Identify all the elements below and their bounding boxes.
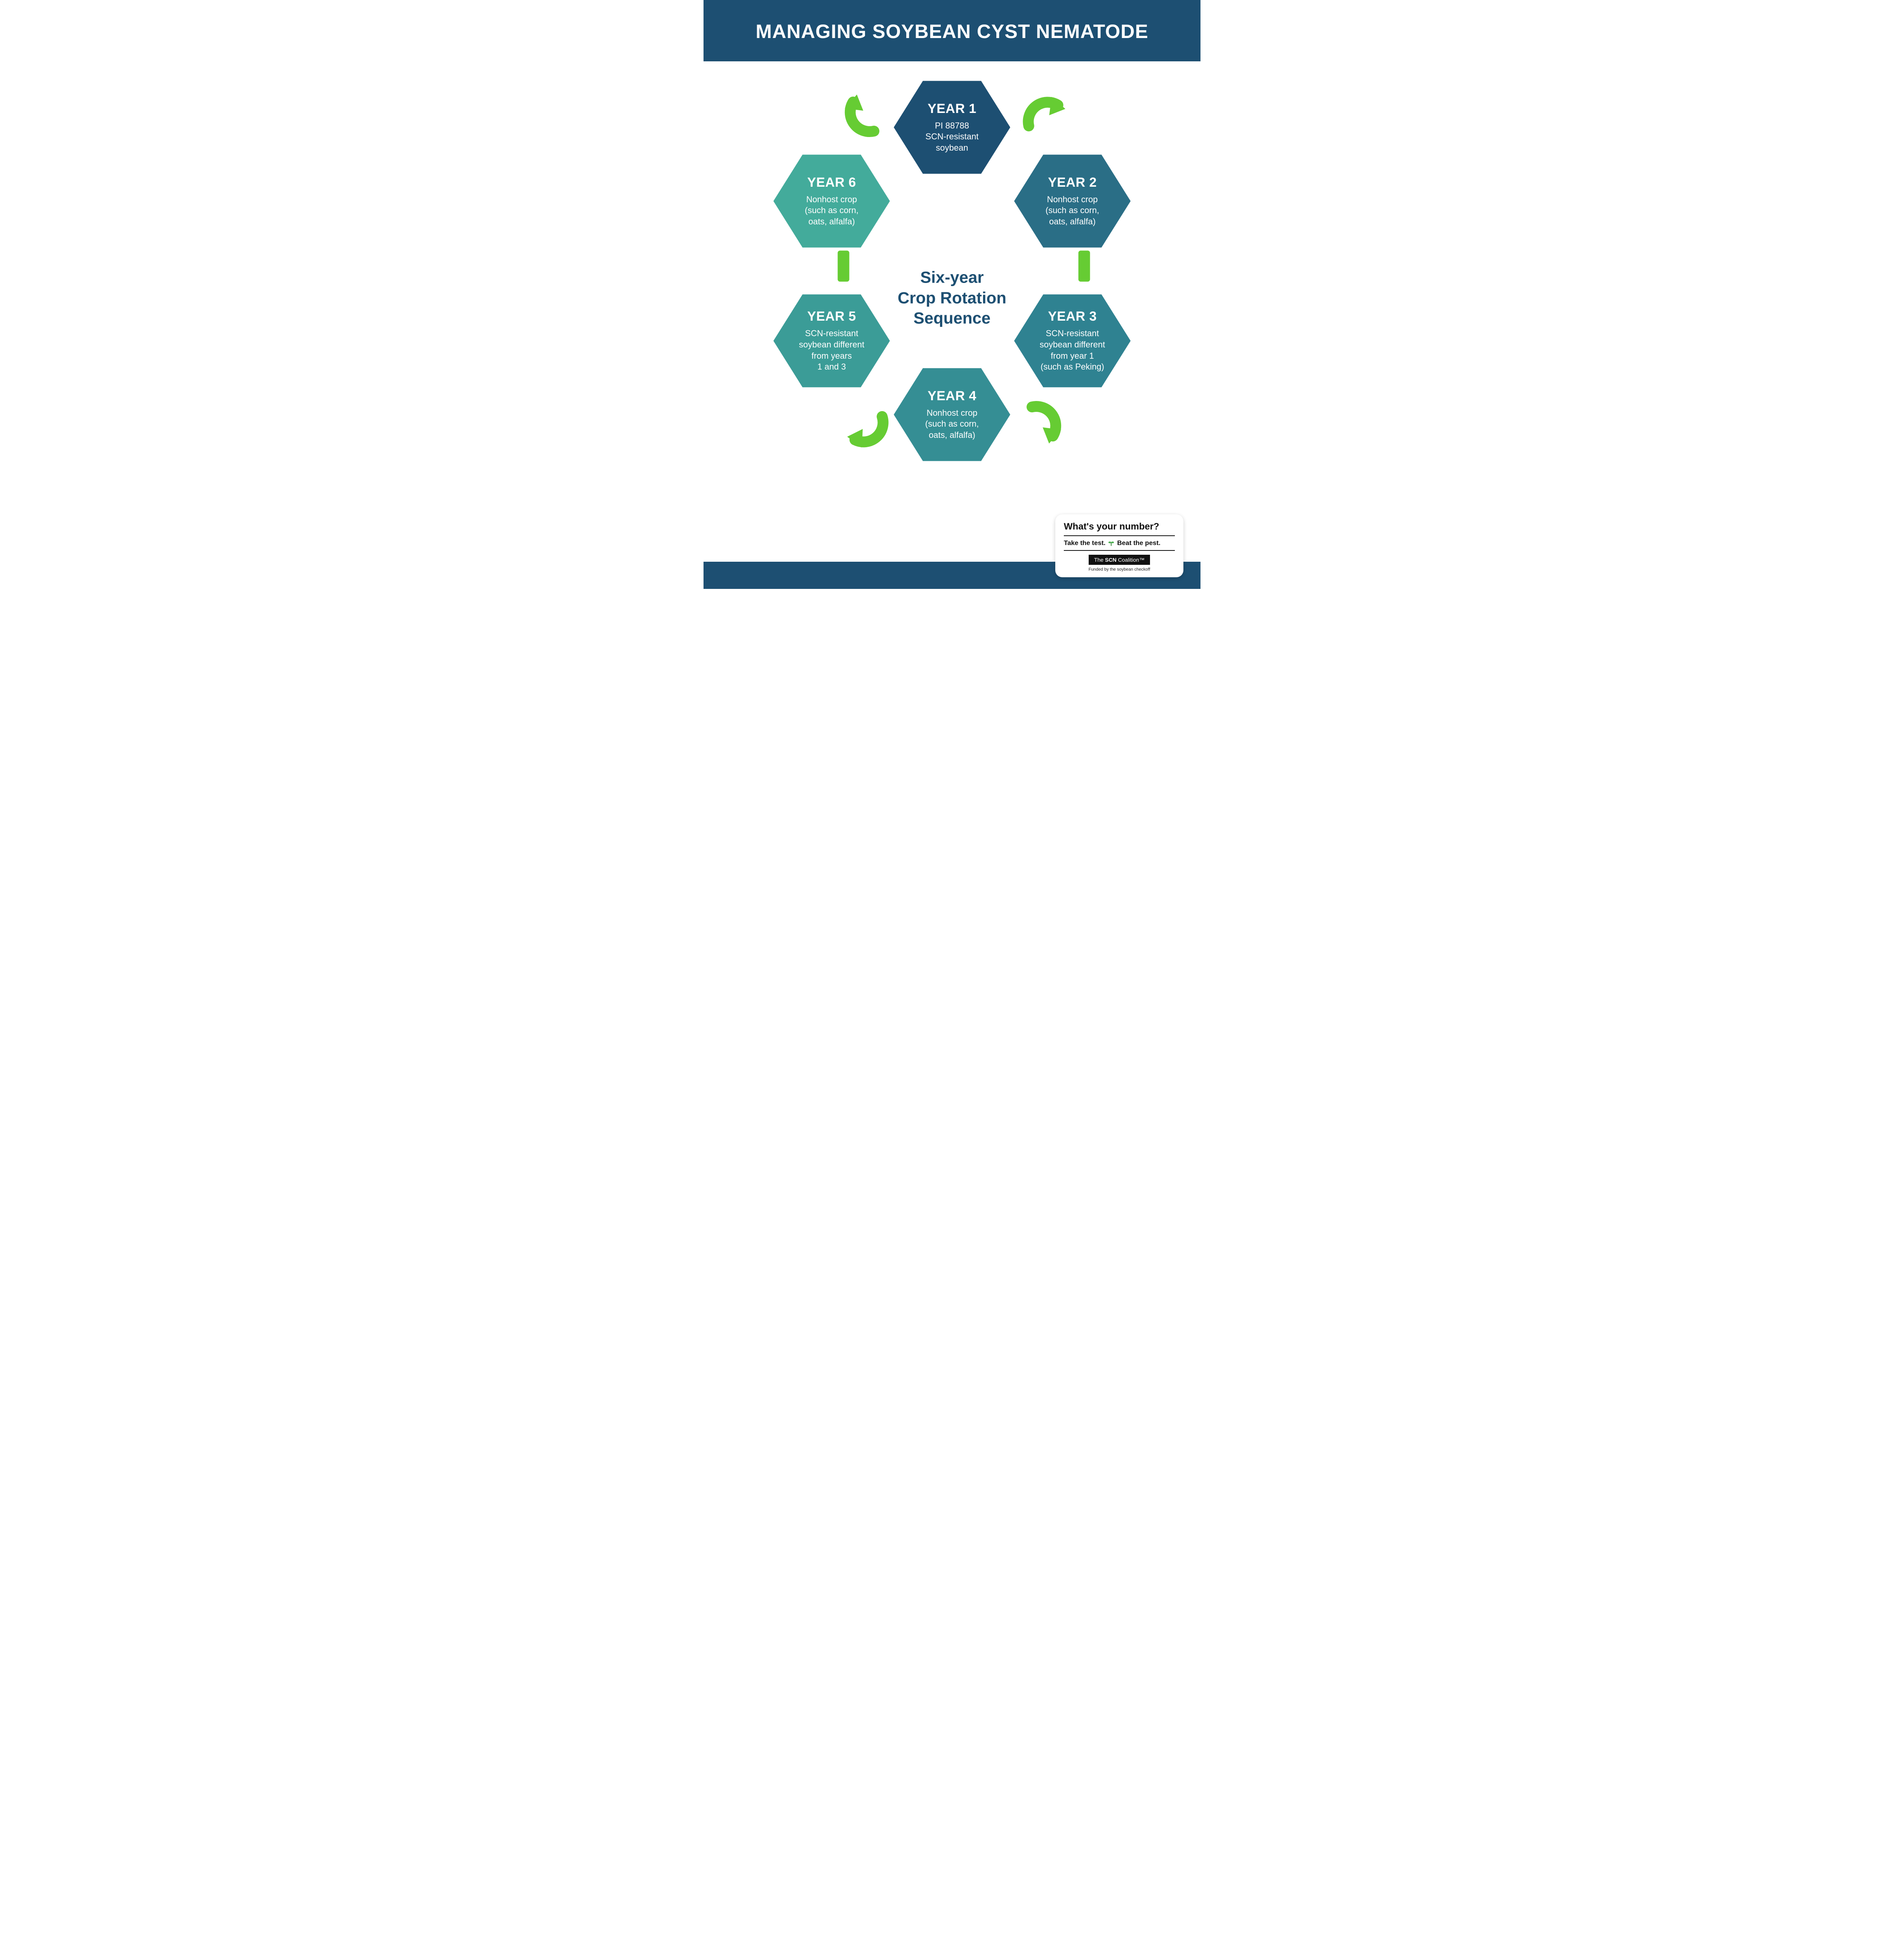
- hex-year-6: YEAR 6 Nonhost crop(such as corn,oats, a…: [773, 151, 890, 252]
- center-line-3: Sequence: [898, 308, 1006, 329]
- hex-year-label: YEAR 2: [1048, 175, 1097, 190]
- infographic-container: MANAGING SOYBEAN CYST NEMATODE Six-year …: [704, 0, 1200, 589]
- hex-desc: SCN-resistantsoybean differentfrom year …: [1040, 328, 1105, 372]
- hex-desc: Nonhost crop(such as corn,oats, alfalfa): [925, 408, 979, 441]
- page-title: MANAGING SOYBEAN CYST NEMATODE: [704, 20, 1200, 43]
- arrow-6-1: [839, 89, 891, 140]
- hex-year-4: YEAR 4 Nonhost crop(such as corn,oats, a…: [894, 364, 1010, 465]
- arrow-3-4: [1015, 398, 1068, 448]
- hex-year-label: YEAR 1: [928, 101, 976, 116]
- curve-arrow-icon: [1017, 398, 1067, 449]
- coalition-badge: The SCN Coalition™: [1089, 555, 1150, 565]
- center-line-2: Crop Rotation: [898, 288, 1006, 308]
- hex-year-label: YEAR 3: [1048, 309, 1097, 324]
- card-question: What's your number?: [1064, 521, 1175, 536]
- badge-pre: The: [1094, 557, 1105, 563]
- hex-desc: SCN-resistantsoybean differentfrom years…: [799, 328, 864, 372]
- coalition-card: What's your number? Take the test. Beat …: [1055, 514, 1183, 577]
- center-line-1: Six-year: [898, 267, 1006, 288]
- plant-icon: [1108, 540, 1115, 547]
- hex-year-1: YEAR 1 PI 88788SCN-resistantsoybean: [894, 77, 1010, 178]
- curve-arrow-icon: [839, 89, 889, 140]
- hex-year-label: YEAR 5: [807, 309, 856, 324]
- card-tagline: Take the test. Beat the pest.: [1064, 539, 1175, 551]
- hex-year-2: YEAR 2 Nonhost crop(such as corn,oats, a…: [1014, 151, 1131, 252]
- hex-desc: Nonhost crop(such as corn,oats, alfalfa): [1046, 194, 1099, 227]
- hex-year-3: YEAR 3 SCN-resistantsoybean differentfro…: [1014, 290, 1131, 391]
- hex-year-label: YEAR 4: [928, 389, 976, 404]
- badge-bold: SCN: [1105, 557, 1117, 563]
- center-label: Six-year Crop Rotation Sequence: [898, 267, 1006, 329]
- card-tagline-a: Take the test.: [1064, 539, 1105, 547]
- badge-post: Coalition™: [1117, 557, 1145, 563]
- bar-connector-icon: [1079, 251, 1090, 282]
- card-badge-wrap: The SCN Coalition™: [1064, 555, 1175, 565]
- header-band: MANAGING SOYBEAN CYST NEMATODE: [704, 0, 1200, 61]
- hex-desc: Nonhost crop(such as corn,oats, alfalfa): [805, 194, 858, 227]
- hex-desc: PI 88788SCN-resistantsoybean: [926, 120, 979, 154]
- curve-arrow-icon: [843, 405, 890, 451]
- hex-year-label: YEAR 6: [807, 175, 856, 190]
- card-funded-text: Funded by the soybean checkoff: [1064, 567, 1175, 572]
- hex-year-5: YEAR 5 SCN-resistantsoybean differentfro…: [773, 290, 890, 391]
- cycle-diagram: Six-year Crop Rotation Sequence YEAR 1 P…: [704, 61, 1200, 547]
- curve-arrow-icon: [1020, 90, 1070, 141]
- card-tagline-b: Beat the pest.: [1117, 539, 1160, 547]
- arrow-1-2: [1020, 90, 1070, 143]
- connector-5-6: [836, 251, 850, 282]
- bar-connector-icon: [838, 251, 850, 282]
- arrow-4-5: [843, 403, 890, 451]
- connector-2-3: [1077, 251, 1090, 282]
